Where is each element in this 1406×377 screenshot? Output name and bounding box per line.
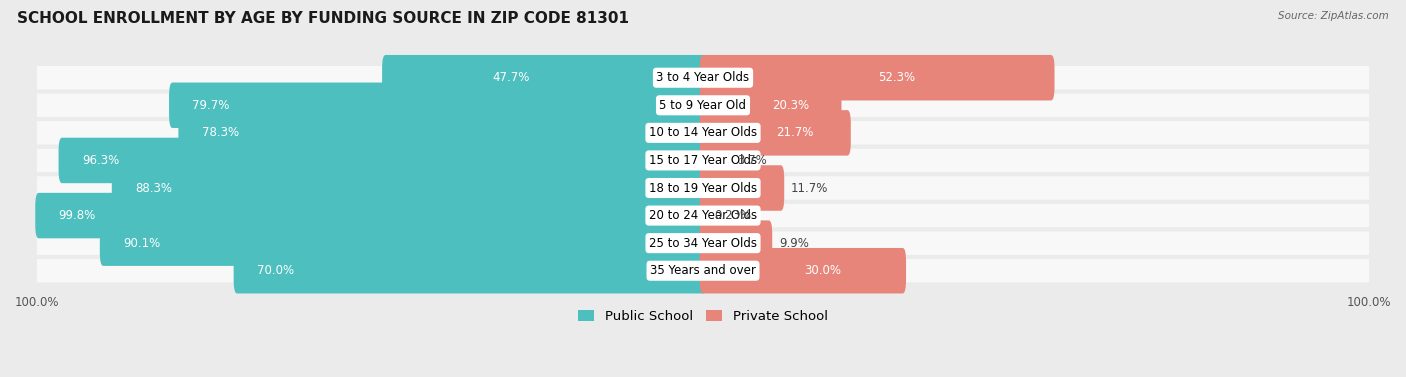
Text: 47.7%: 47.7% — [492, 71, 530, 84]
FancyBboxPatch shape — [37, 121, 1369, 145]
Text: 20.3%: 20.3% — [772, 99, 808, 112]
FancyBboxPatch shape — [112, 165, 706, 211]
FancyBboxPatch shape — [59, 138, 706, 183]
Text: 3 to 4 Year Olds: 3 to 4 Year Olds — [657, 71, 749, 84]
Text: Source: ZipAtlas.com: Source: ZipAtlas.com — [1278, 11, 1389, 21]
FancyBboxPatch shape — [37, 149, 1369, 172]
FancyBboxPatch shape — [37, 259, 1369, 282]
FancyBboxPatch shape — [35, 193, 706, 238]
FancyBboxPatch shape — [169, 83, 706, 128]
Text: 10 to 14 Year Olds: 10 to 14 Year Olds — [650, 126, 756, 139]
Text: 20 to 24 Year Olds: 20 to 24 Year Olds — [650, 209, 756, 222]
FancyBboxPatch shape — [37, 66, 1369, 89]
FancyBboxPatch shape — [700, 83, 841, 128]
Text: 18 to 19 Year Olds: 18 to 19 Year Olds — [650, 181, 756, 195]
Text: 25 to 34 Year Olds: 25 to 34 Year Olds — [650, 237, 756, 250]
FancyBboxPatch shape — [700, 248, 905, 293]
Text: 79.7%: 79.7% — [193, 99, 229, 112]
FancyBboxPatch shape — [700, 221, 772, 266]
Text: 90.1%: 90.1% — [124, 237, 160, 250]
Text: 52.3%: 52.3% — [879, 71, 915, 84]
FancyBboxPatch shape — [37, 231, 1369, 255]
Legend: Public School, Private School: Public School, Private School — [574, 305, 832, 328]
FancyBboxPatch shape — [37, 93, 1369, 117]
Text: 15 to 17 Year Olds: 15 to 17 Year Olds — [650, 154, 756, 167]
Text: 99.8%: 99.8% — [59, 209, 96, 222]
FancyBboxPatch shape — [700, 55, 1054, 100]
Text: 88.3%: 88.3% — [135, 181, 172, 195]
Text: 3.7%: 3.7% — [738, 154, 768, 167]
FancyBboxPatch shape — [700, 193, 707, 238]
Text: 11.7%: 11.7% — [792, 181, 828, 195]
Text: 78.3%: 78.3% — [201, 126, 239, 139]
Text: 0.23%: 0.23% — [714, 209, 752, 222]
Text: 21.7%: 21.7% — [776, 126, 814, 139]
FancyBboxPatch shape — [382, 55, 706, 100]
FancyBboxPatch shape — [100, 221, 706, 266]
Text: 35 Years and over: 35 Years and over — [650, 264, 756, 277]
FancyBboxPatch shape — [700, 110, 851, 156]
FancyBboxPatch shape — [37, 176, 1369, 200]
Text: 30.0%: 30.0% — [804, 264, 841, 277]
Text: 96.3%: 96.3% — [82, 154, 120, 167]
Text: 5 to 9 Year Old: 5 to 9 Year Old — [659, 99, 747, 112]
Text: SCHOOL ENROLLMENT BY AGE BY FUNDING SOURCE IN ZIP CODE 81301: SCHOOL ENROLLMENT BY AGE BY FUNDING SOUR… — [17, 11, 628, 26]
Text: 9.9%: 9.9% — [779, 237, 808, 250]
FancyBboxPatch shape — [700, 165, 785, 211]
FancyBboxPatch shape — [179, 110, 706, 156]
FancyBboxPatch shape — [37, 204, 1369, 227]
Text: 70.0%: 70.0% — [257, 264, 294, 277]
FancyBboxPatch shape — [233, 248, 706, 293]
FancyBboxPatch shape — [700, 138, 731, 183]
